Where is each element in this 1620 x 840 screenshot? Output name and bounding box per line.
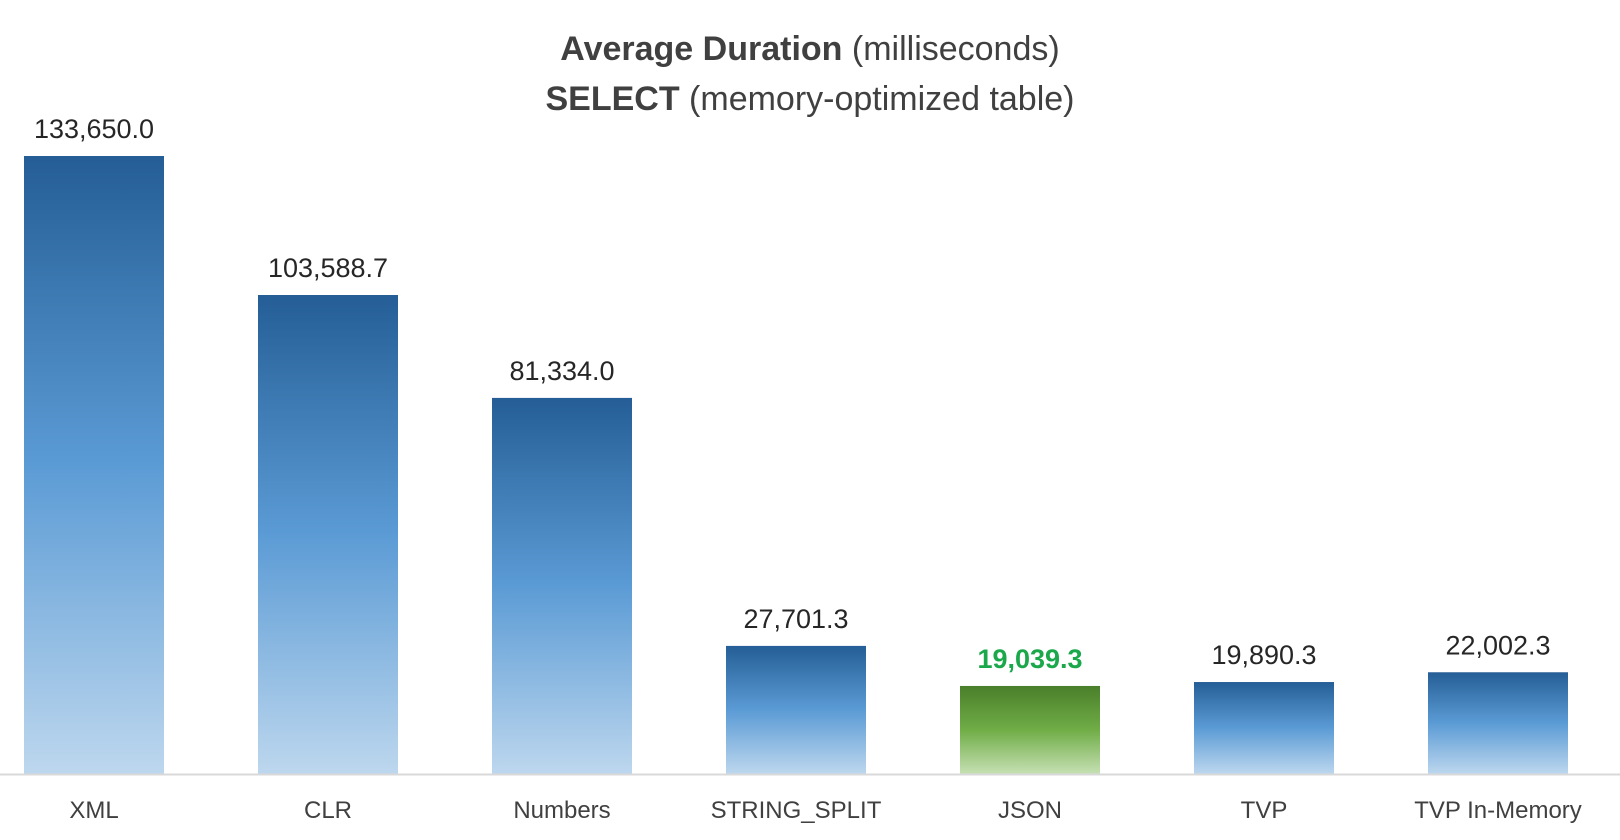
data-label-tvp: 19,890.3	[1211, 640, 1316, 670]
tick-label-clr: CLR	[304, 797, 352, 824]
tick-label-tvp: TVP	[1241, 797, 1288, 824]
bar-string-split	[726, 645, 866, 774]
bar-tvp-in-memory	[1428, 672, 1568, 774]
bar-numbers	[492, 397, 632, 774]
bar-json	[960, 685, 1100, 774]
tick-label-json: JSON	[998, 797, 1062, 824]
data-label-string-split: 27,701.3	[743, 604, 848, 634]
data-label-json: 19,039.3	[977, 644, 1082, 674]
data-label-tvp-in-memory: 22,002.3	[1445, 630, 1550, 660]
tick-label-string-split: STRING_SPLIT	[711, 797, 882, 824]
data-label-numbers: 81,334.0	[509, 356, 614, 386]
chart-title-rest: (milliseconds)	[842, 30, 1060, 68]
chart-subtitle-bold: SELECT	[545, 80, 680, 118]
data-label-xml: 133,650.0	[34, 114, 154, 144]
chart-title-bold: Average Duration	[560, 30, 843, 68]
bar-xml	[24, 156, 164, 774]
tick-label-xml: XML	[69, 797, 118, 824]
bar-clr	[258, 295, 398, 774]
data-label-clr: 103,588.7	[268, 253, 388, 283]
chart-subtitle-line-2: SELECT (memory-optimized table)	[0, 80, 1620, 119]
tick-label-tvp-in-memory: TVP In-Memory	[1414, 797, 1582, 824]
tick-label-numbers: Numbers	[513, 797, 610, 824]
chart-subtitle-rest: (memory-optimized table)	[679, 80, 1075, 118]
chart-title-line-1: Average Duration (milliseconds)	[0, 30, 1620, 69]
bar-tvp	[1194, 682, 1334, 774]
